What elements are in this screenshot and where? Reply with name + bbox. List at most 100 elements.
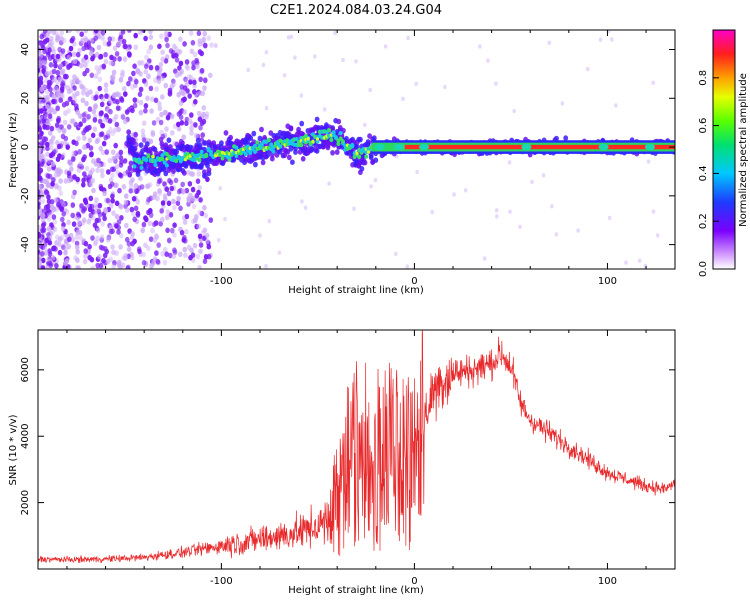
noise-cell [62, 119, 68, 126]
noise-cell [159, 33, 164, 39]
noise-cell [110, 198, 115, 204]
noise-cell [98, 244, 104, 251]
noise-cell [103, 51, 108, 58]
noise-cell [38, 224, 41, 231]
noise-cell [197, 41, 203, 48]
colorbar-tick-label: 0.8 [698, 70, 709, 86]
noise-cell [113, 113, 119, 120]
noise-cell [83, 248, 88, 254]
noise-cell [651, 80, 655, 86]
noise-cell [60, 52, 66, 58]
noise-cell [166, 200, 172, 207]
noise-cell [40, 227, 45, 234]
noise-cell [38, 210, 41, 217]
noise-cell [327, 181, 331, 186]
noise-cell [75, 249, 80, 255]
spectral-cell [131, 146, 136, 153]
noise-cell [156, 178, 162, 185]
noise-cell [182, 246, 187, 253]
noise-cell [637, 258, 642, 263]
noise-cell [175, 200, 181, 206]
noise-cell [112, 260, 117, 266]
noise-cell [100, 172, 105, 179]
noise-cell [143, 103, 149, 109]
spectral-cell [371, 135, 377, 141]
spectral-cell [160, 156, 165, 162]
noise-cell [197, 233, 203, 240]
noise-cell [38, 67, 41, 74]
noise-cell [83, 30, 89, 34]
spectral-cell [336, 141, 341, 147]
noise-cell [165, 209, 171, 215]
noise-cell [401, 96, 405, 102]
noise-cell [38, 189, 41, 195]
noise-cell [55, 69, 61, 76]
noise-cell [38, 204, 41, 210]
noise-cell [598, 37, 603, 42]
noise-cell [110, 228, 115, 234]
noise-cell [100, 221, 105, 227]
noise-cell [118, 232, 124, 239]
noise-cell [72, 74, 77, 80]
noise-cell [80, 97, 86, 104]
noise-cell [165, 114, 171, 121]
noise-cell [72, 58, 78, 65]
noise-cell [81, 182, 86, 188]
noise-cell [77, 220, 82, 226]
noise-cell [121, 38, 127, 45]
noise-cell [89, 256, 95, 263]
noise-cell [264, 264, 268, 269]
noise-cell [38, 50, 41, 57]
noise-cell [105, 258, 111, 265]
noise-cell [178, 138, 184, 145]
noise-cell [76, 167, 82, 174]
noise-cell [264, 50, 269, 55]
noise-cell [52, 58, 58, 65]
noise-cell [179, 120, 185, 126]
noise-cell [66, 219, 71, 226]
noise-cell [71, 139, 76, 145]
noise-cell [141, 221, 147, 228]
noise-cell [103, 82, 109, 88]
noise-cell [138, 109, 144, 116]
noise-cell [94, 65, 100, 71]
noise-cell [131, 211, 136, 217]
noise-cell [178, 251, 183, 258]
noise-cell [38, 183, 41, 190]
noise-cell [405, 264, 410, 269]
noise-cell [67, 236, 72, 243]
noise-cell [106, 130, 111, 136]
noise-cell [57, 185, 62, 191]
noise-cell [47, 251, 53, 257]
noise-cell [95, 167, 100, 174]
noise-cell [190, 40, 196, 46]
noise-cell [114, 200, 120, 207]
noise-cell [164, 36, 169, 43]
noise-cell [98, 262, 104, 269]
noise-cell [214, 44, 218, 49]
noise-cell [133, 205, 139, 212]
noise-cell [145, 95, 150, 102]
colorbar-tick-label: 0.6 [698, 118, 709, 134]
spectral-cell [336, 118, 342, 125]
noise-cell [195, 253, 201, 260]
spectral-cell [315, 137, 320, 141]
noise-cell [41, 118, 46, 124]
noise-cell [52, 98, 58, 105]
noise-cell [61, 201, 66, 208]
noise-cell [98, 110, 104, 117]
noise-cell [168, 179, 174, 186]
noise-cell [181, 237, 187, 243]
noise-cell [430, 210, 435, 215]
noise-cell [38, 119, 42, 125]
spectral-cell [163, 170, 169, 177]
noise-cell [69, 37, 75, 44]
noise-cell [56, 201, 61, 208]
spectral-cell [260, 159, 266, 166]
noise-cell [87, 181, 92, 188]
noise-cell [190, 186, 196, 193]
snr-ytick-label: 6000 [20, 357, 31, 382]
noise-cell [90, 265, 95, 269]
noise-cell [191, 64, 196, 71]
spectral-cell [358, 136, 363, 143]
